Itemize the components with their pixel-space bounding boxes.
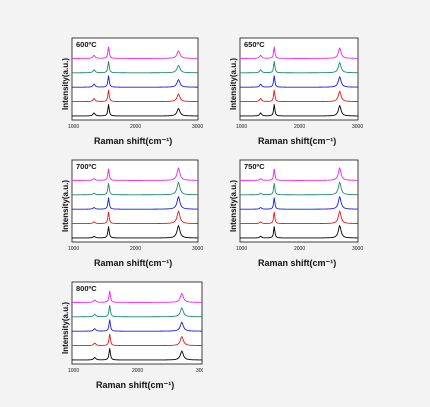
series-line-3 <box>72 319 203 332</box>
raman-chart-600: Intensity(a.u.) 600ºC 1000 2000 3000 Ram… <box>61 37 203 146</box>
series-line-1 <box>240 104 359 117</box>
series-line-1 <box>72 104 198 117</box>
x-tick-3000: 3000 <box>352 246 363 252</box>
x-tick-2000: 2000 <box>294 246 305 252</box>
raman-panel-650: Intensity(a.u.) 650ºC 1000 2000 3000 Ram… <box>196 30 371 155</box>
plot-frame <box>71 281 203 365</box>
plot-frame <box>71 159 199 243</box>
x-tick-1000: 1000 <box>68 246 79 252</box>
raman-chart-700: Intensity(a.u.) 700ºC 1000 2000 3000 Ram… <box>61 159 203 268</box>
series-line-1 <box>240 224 358 239</box>
x-tick-1000: 1000 <box>236 124 247 130</box>
y-axis-label: Intensity(a.u.) <box>229 180 238 232</box>
series-line-5 <box>72 290 203 303</box>
series-line-3 <box>240 195 358 210</box>
x-tick-1000: 1000 <box>68 368 79 374</box>
curves <box>72 46 198 117</box>
raman-panel-700: Intensity(a.u.) 700ºC 1000 2000 3000 Ram… <box>28 152 203 277</box>
series-line-1 <box>72 224 198 239</box>
series-line-5 <box>72 166 198 181</box>
temperature-label: 700ºC <box>76 162 97 171</box>
raman-chart-800: Intensity(a.u.) 800ºC 1000 2000 3000 Ram… <box>61 281 207 390</box>
x-axis-label: Raman shift(cm⁻¹) <box>94 258 172 268</box>
x-tick-1000: 1000 <box>236 246 247 252</box>
raman-panel-800: Intensity(a.u.) 800ºC 1000 2000 3000 Ram… <box>28 274 207 399</box>
y-axis-label: Intensity(a.u.) <box>61 302 70 354</box>
x-tick-3000: 3000 <box>196 368 203 374</box>
series-line-3 <box>240 75 359 88</box>
series-line-3 <box>72 195 198 210</box>
series-line-1 <box>72 348 203 361</box>
x-axis-label: Raman shift(cm⁻¹) <box>258 136 336 146</box>
x-axis-label: Raman shift(cm⁻¹) <box>258 258 336 268</box>
x-tick-3000: 3000 <box>192 124 203 130</box>
temperature-label: 750ºC <box>244 162 265 171</box>
temperature-label: 800ºC <box>76 284 97 293</box>
x-axis-label: Raman shift(cm⁻¹) <box>94 136 172 146</box>
series-line-4 <box>72 181 198 196</box>
raman-panel-750: Intensity(a.u.) 750ºC 1000 2000 3000 Ram… <box>196 152 371 277</box>
y-axis-label: Intensity(a.u.) <box>61 180 70 232</box>
x-tick-1000: 1000 <box>68 124 79 130</box>
raman-chart-750: Intensity(a.u.) 750ºC 1000 2000 3000 Ram… <box>229 159 363 268</box>
curves <box>240 46 359 117</box>
series-line-2 <box>240 210 358 225</box>
x-tick-2000: 2000 <box>294 124 305 130</box>
temperature-label: 650ºC <box>244 40 265 49</box>
series-line-2 <box>72 333 203 347</box>
series-line-5 <box>240 46 359 59</box>
x-tick-2000: 2000 <box>132 368 143 374</box>
series-line-5 <box>240 166 358 181</box>
series-line-2 <box>72 89 198 103</box>
series-line-4 <box>240 61 359 74</box>
curves <box>72 166 198 239</box>
x-tick-3000: 3000 <box>192 246 203 252</box>
curves <box>240 166 358 239</box>
series-line-3 <box>72 75 198 88</box>
series-line-4 <box>72 305 203 318</box>
curves <box>72 290 203 361</box>
plot-frame <box>239 159 359 243</box>
raman-panel-600: Intensity(a.u.) 600ºC 1000 2000 3000 Ram… <box>28 30 203 155</box>
y-axis-label: Intensity(a.u.) <box>61 58 70 110</box>
x-axis-label: Raman shift(cm⁻¹) <box>96 380 174 390</box>
x-tick-2000: 2000 <box>130 124 141 130</box>
series-line-2 <box>72 210 198 225</box>
x-tick-2000: 2000 <box>130 246 141 252</box>
series-line-5 <box>72 46 198 59</box>
plot-frame <box>71 37 199 121</box>
series-line-4 <box>240 181 358 196</box>
series-line-2 <box>240 89 359 103</box>
temperature-label: 600ºC <box>76 40 97 49</box>
x-tick-3000: 3000 <box>352 124 363 130</box>
raman-chart-650: Intensity(a.u.) 650ºC 1000 2000 3000 Ram… <box>229 37 363 146</box>
series-line-4 <box>72 61 198 74</box>
y-axis-label: Intensity(a.u.) <box>229 58 238 110</box>
